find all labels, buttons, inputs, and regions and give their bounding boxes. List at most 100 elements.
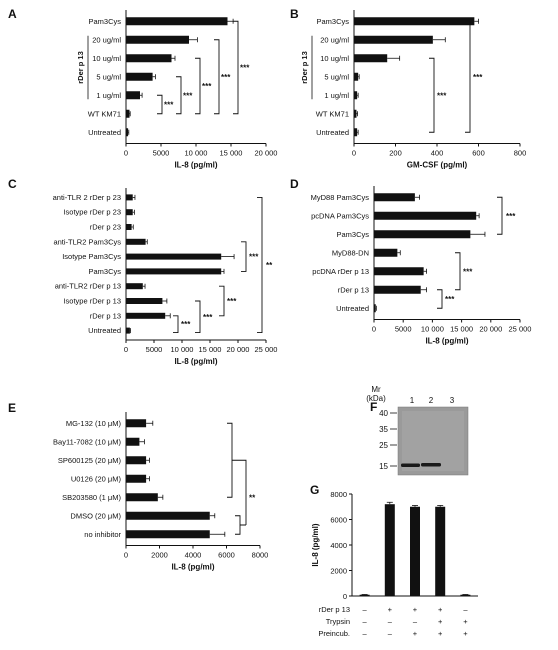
bar xyxy=(126,253,222,260)
significance-bracket xyxy=(176,76,182,115)
category-label: Isotype rDer p 23 xyxy=(63,208,121,217)
lane-label: 1 xyxy=(410,396,415,405)
bar xyxy=(354,54,388,63)
condition-sign: – xyxy=(388,617,393,626)
significance-label: *** xyxy=(463,267,473,276)
panel-E: E 0 2000 4000 6000 8000 IL-8 (pg/ml) MG-132 (10… xyxy=(8,401,268,572)
bar xyxy=(126,456,147,465)
bar xyxy=(126,35,189,44)
condition-sign: – xyxy=(463,605,468,614)
x-tick-label: 0 xyxy=(124,345,128,354)
category-label: Pam3Cys xyxy=(88,17,121,26)
x-tick-label: 10 000 xyxy=(421,325,444,334)
significance-label: *** xyxy=(445,295,455,304)
condition-sign: + xyxy=(438,629,443,638)
x-tick-label: 2000 xyxy=(151,551,168,560)
category-label: anti-TLR2 rDer p 13 xyxy=(55,282,121,291)
panel-C: C 0 5000 10 000 15 000 20 000 25 000 IL-8 (pg/m… xyxy=(8,177,277,366)
category-label: 10 ug/ml xyxy=(320,54,349,63)
bar xyxy=(126,238,146,245)
x-axis-label: IL-8 (pg/ml) xyxy=(174,357,217,366)
category-label: Isotype Pam3Cys xyxy=(62,252,121,261)
significance-bracket xyxy=(235,515,246,535)
kda-label: (kDa) xyxy=(366,394,386,403)
bar xyxy=(126,419,147,428)
significance-label: *** xyxy=(473,73,483,82)
x-tick-label: 0 xyxy=(124,551,128,560)
x-tick-label: 10 000 xyxy=(185,149,208,158)
condition-sign: – xyxy=(413,617,418,626)
category-label: rDer p 13 xyxy=(90,311,121,320)
bar xyxy=(126,54,172,63)
condition-sign: + xyxy=(413,629,418,638)
bar xyxy=(126,91,140,100)
gel-band-lane1 xyxy=(401,463,420,467)
y-axis-label: IL-8 (pg/ml) xyxy=(311,523,320,566)
gel-band-lane2 xyxy=(421,463,441,467)
significance-label: *** xyxy=(437,91,447,100)
condition-sign: + xyxy=(463,617,468,626)
significance-label: *** xyxy=(183,91,193,100)
category-label: MyD88-DN xyxy=(332,248,369,257)
category-label: Untreated xyxy=(88,326,121,335)
bar xyxy=(126,298,163,304)
x-tick-label: 20 000 xyxy=(255,149,278,158)
bar xyxy=(354,72,359,81)
panel-label-C: C xyxy=(8,177,17,191)
category-label: Pam3Cys xyxy=(88,267,121,276)
bar xyxy=(354,35,433,44)
category-label: Isotype rDer p 13 xyxy=(63,297,121,306)
x-tick-label: 15 000 xyxy=(220,149,243,158)
group-label: rDer p 13 xyxy=(76,51,85,84)
significance-label: *** xyxy=(203,313,213,322)
bar xyxy=(126,283,143,290)
bar xyxy=(374,267,424,276)
x-tick-label: 15 000 xyxy=(199,345,222,354)
x-tick-label: 800 xyxy=(514,149,527,158)
bar xyxy=(435,506,446,596)
bar xyxy=(384,504,395,596)
bar xyxy=(126,327,130,334)
bar xyxy=(374,193,415,202)
bar xyxy=(126,128,129,137)
bar xyxy=(126,437,140,446)
panel-D: D 0 5000 10 000 15 000 20 000 25 000 IL-8 (pg/m… xyxy=(290,177,531,346)
significance-bracket xyxy=(257,196,263,334)
y-tick-label: 6000 xyxy=(330,516,347,525)
x-tick-label: 10 000 xyxy=(171,345,194,354)
bar xyxy=(354,17,475,26)
category-label: WT KM71 xyxy=(316,109,349,118)
category-label: 20 ug/ml xyxy=(92,35,121,44)
category-label: DMSO (20 μM) xyxy=(70,511,121,520)
lane-label: 2 xyxy=(429,396,434,405)
x-axis-label: IL-8 (pg/ml) xyxy=(425,337,468,346)
bar xyxy=(126,312,166,319)
significance-label: *** xyxy=(202,82,212,91)
x-tick-label: 5000 xyxy=(146,345,163,354)
significance-bracket xyxy=(455,252,461,291)
condition-sign: + xyxy=(438,605,443,614)
x-axis-label: IL-8 (pg/ml) xyxy=(171,563,214,572)
bar xyxy=(126,268,222,275)
y-tick-label: 0 xyxy=(343,592,347,601)
category-label: no inhibitor xyxy=(84,530,121,539)
category-label: Bay11-7082 (10 μM) xyxy=(53,437,121,446)
panel-F: F Mr(kDa) 1 2 3 40 35 25 15 xyxy=(366,385,469,476)
bar xyxy=(410,506,420,596)
condition-row-label: rDer p 13 xyxy=(319,605,350,614)
x-tick-label: 200 xyxy=(389,149,402,158)
significance-bracket xyxy=(219,285,225,317)
condition-sign: – xyxy=(363,629,368,638)
category-label: 5 ug/ml xyxy=(324,72,349,81)
bar xyxy=(374,211,477,220)
x-tick-label: 5000 xyxy=(153,149,170,158)
x-tick-label: 25 000 xyxy=(255,345,278,354)
bar xyxy=(126,224,132,230)
category-label: rDer p 13 xyxy=(338,285,369,294)
category-label: Untreated xyxy=(316,128,349,137)
x-tick-label: 25 000 xyxy=(509,325,532,334)
x-tick-label: 600 xyxy=(472,149,485,158)
condition-sign: – xyxy=(363,605,368,614)
marker-label: 40 xyxy=(379,409,388,418)
panel-G: G 0 2000 4000 6000 8000 IL-8 (pg/ml) rDer p 13 –… xyxy=(310,483,478,638)
